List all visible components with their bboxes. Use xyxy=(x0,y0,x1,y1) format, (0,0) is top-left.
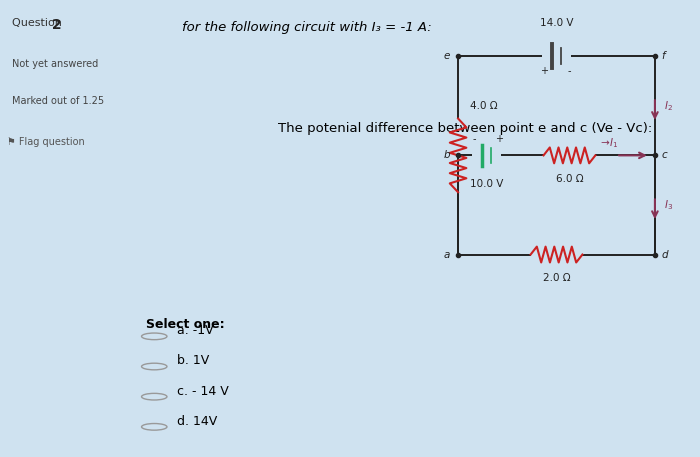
Text: c: c xyxy=(662,150,667,160)
Text: Select one:: Select one: xyxy=(146,318,224,331)
Text: 2: 2 xyxy=(46,18,61,32)
Text: c. - 14 V: c. - 14 V xyxy=(177,385,229,398)
Text: f: f xyxy=(662,51,665,61)
Text: e: e xyxy=(444,51,450,61)
Text: -: - xyxy=(567,66,570,76)
Text: Not yet answered: Not yet answered xyxy=(13,59,99,69)
Text: $\rightarrow\!I_1$: $\rightarrow\!I_1$ xyxy=(598,136,618,149)
Text: Question: Question xyxy=(13,18,66,28)
Text: a: a xyxy=(444,250,450,260)
Text: -: - xyxy=(473,134,476,144)
Text: 4.0 Ω: 4.0 Ω xyxy=(470,101,498,111)
Text: +: + xyxy=(495,134,503,144)
Text: $I_3$: $I_3$ xyxy=(664,198,673,212)
Text: 10.0 V: 10.0 V xyxy=(470,180,503,190)
Text: 14.0 V: 14.0 V xyxy=(540,18,573,28)
Text: Marked out of 1.25: Marked out of 1.25 xyxy=(13,96,104,106)
Text: $I_2$: $I_2$ xyxy=(664,99,673,113)
Text: d. 14V: d. 14V xyxy=(177,415,218,428)
Text: d: d xyxy=(662,250,668,260)
Text: The potenial difference between point e and c (Ve - Vc):: The potenial difference between point e … xyxy=(279,122,652,135)
Text: b: b xyxy=(444,150,450,160)
Text: for the following circuit with I₃ = -1 A:: for the following circuit with I₃ = -1 A… xyxy=(183,21,432,34)
Text: +: + xyxy=(540,66,548,76)
Text: a. -1V: a. -1V xyxy=(177,324,214,337)
Text: 2.0 Ω: 2.0 Ω xyxy=(542,273,570,283)
Text: 6.0 Ω: 6.0 Ω xyxy=(556,174,583,184)
Text: ⚑ Flag question: ⚑ Flag question xyxy=(7,137,85,147)
Text: b. 1V: b. 1V xyxy=(177,355,209,367)
